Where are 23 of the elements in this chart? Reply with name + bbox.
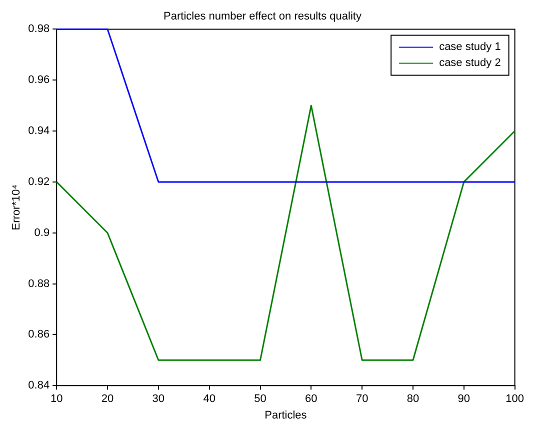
y-tick-label: 0.98 xyxy=(28,23,50,36)
y-tick-label: 0.84 xyxy=(28,380,50,392)
x-tick-label: 40 xyxy=(203,393,216,406)
x-tick-label: 20 xyxy=(101,393,114,406)
x-axis-title: Particles xyxy=(264,409,308,422)
y-tick-label: 0.86 xyxy=(28,328,50,341)
legend-label: case study 2 xyxy=(439,57,501,70)
x-tick-label: 30 xyxy=(152,393,165,406)
x-tick-label: 90 xyxy=(458,393,470,406)
legend-label: case study 1 xyxy=(439,41,501,54)
x-tick-label: 70 xyxy=(356,393,368,406)
y-axis-title: Error*10⁴ xyxy=(10,184,23,230)
x-tick-label: 50 xyxy=(254,393,266,406)
x-tick-label: 10 xyxy=(50,393,63,406)
y-tick-label: 0.92 xyxy=(28,176,50,188)
chart-title: Particles number effect on results quality xyxy=(164,10,362,23)
x-tick-label: 100 xyxy=(506,393,524,406)
y-tick-label: 0.96 xyxy=(28,74,50,86)
x-tick-label: 80 xyxy=(406,393,420,406)
x-tick-label: 60 xyxy=(305,393,318,406)
y-tick-label: 0.88 xyxy=(28,278,50,290)
y-tick-label: 0.94 xyxy=(28,125,50,138)
y-tick-label: 0.9 xyxy=(34,226,50,239)
